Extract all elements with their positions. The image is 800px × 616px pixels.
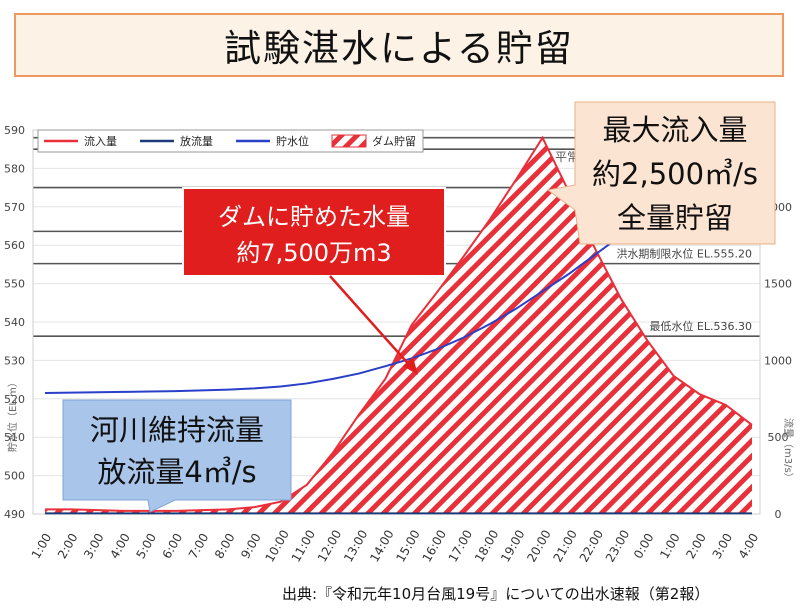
legend-label: 流入量	[84, 134, 117, 148]
reference-line-label: 最低水位 EL.536.30	[649, 319, 752, 333]
right-tick-label: 1000	[764, 354, 792, 367]
x-tick-label: 2:00	[55, 531, 81, 561]
left-tick-label: 590	[4, 124, 25, 137]
x-tick-label: 20:00	[524, 528, 553, 565]
legend-label: ダム貯留	[372, 134, 416, 148]
max-inflow-callout-text: 約2,500㎥/s	[592, 157, 758, 191]
x-tick-label: 17:00	[446, 528, 475, 565]
x-tick-label: 2:00	[683, 531, 709, 561]
left-tick-label: 530	[4, 354, 25, 367]
left-tick-label: 550	[4, 278, 25, 291]
legend-label: 貯水位	[276, 134, 309, 148]
left-tick-label: 500	[4, 470, 25, 483]
left-tick-label: 560	[4, 239, 25, 252]
right-tick-label: 500	[768, 431, 789, 444]
right-tick-label: 1500	[764, 278, 792, 291]
x-tick-label: 9:00	[238, 531, 264, 561]
right-tick-label: 0	[775, 508, 782, 521]
x-tick-label: 18:00	[472, 528, 501, 565]
x-tick-label: 1:00	[657, 531, 683, 561]
left-tick-label: 490	[4, 508, 25, 521]
left-tick-label: 570	[4, 201, 25, 214]
x-tick-label: 0:00	[631, 531, 657, 561]
legend: 流入量 放流量 貯水位 ダム貯留	[37, 129, 424, 153]
storage-callout-arrow	[329, 275, 413, 369]
x-tick-label: 10:00	[262, 528, 291, 565]
x-tick-label: 4:00	[107, 531, 133, 561]
max-inflow-callout-box	[546, 101, 776, 245]
left-tick-label: 540	[4, 316, 25, 329]
left-axis-label: 貯水位（EL.m）	[6, 377, 19, 452]
x-tick-label: 1:00	[29, 531, 55, 561]
x-tick-label: 21:00	[551, 528, 580, 565]
x-tick-label: 15:00	[393, 528, 422, 565]
max-inflow-callout-text: 全量貯留	[617, 201, 733, 235]
legend-label: 放流量	[180, 134, 213, 148]
storage-callout-arrowhead	[403, 357, 418, 375]
x-tick-label: 12:00	[315, 528, 344, 565]
source-note: 出典:『令和元年10月台風19号』についての出水速報（第2報）	[282, 585, 710, 603]
river-callout-box	[62, 399, 292, 513]
x-tick-label: 4:00	[736, 531, 762, 561]
storage-callout-text: ダムに貯めた水量	[218, 203, 410, 231]
right-axis-label: 流量（m3/s）	[782, 418, 795, 483]
x-tick-label: 23:00	[603, 528, 632, 565]
x-tick-label: 16:00	[420, 528, 449, 565]
max-inflow-callout-text: 最大流入量	[602, 113, 747, 147]
x-tick-label: 6:00	[160, 531, 186, 561]
chart: 洪水期制限水位 EL.555.20 最低水位 EL.536.30 平常 490 500…	[4, 101, 795, 565]
river-callout-text: 河川維持流量	[90, 413, 264, 447]
x-tick-label: 5:00	[133, 531, 159, 561]
x-tick-label: 7:00	[186, 531, 212, 561]
legend-box	[37, 129, 424, 153]
legend-swatch	[331, 134, 367, 148]
storage-area	[45, 137, 752, 514]
river-callout-text: 放流量4㎥/s	[97, 455, 256, 489]
x-tick-label: 11:00	[289, 528, 318, 565]
left-tick-label: 510	[4, 431, 25, 444]
storage-callout-box	[182, 187, 446, 277]
left-tick-label: 520	[4, 393, 25, 406]
page-title: 試験湛水による貯留	[224, 27, 574, 70]
x-tick-label: 3:00	[81, 531, 107, 561]
reference-line-label: 洪水期制限水位 EL.555.20	[616, 247, 752, 261]
x-tick-label: 14:00	[367, 528, 396, 565]
partial-label: 平常	[555, 150, 579, 164]
x-tick-label: 3:00	[710, 531, 736, 561]
title-banner: 試験湛水による貯留	[14, 13, 784, 77]
left-tick-label: 580	[4, 162, 25, 175]
x-tick-label: 19:00	[498, 528, 527, 565]
storage-callout-text: 約7,500万m3	[236, 239, 391, 267]
x-tick-label: 13:00	[341, 528, 370, 565]
x-tick-label: 22:00	[577, 528, 606, 565]
x-tick-label: 8:00	[212, 531, 238, 561]
